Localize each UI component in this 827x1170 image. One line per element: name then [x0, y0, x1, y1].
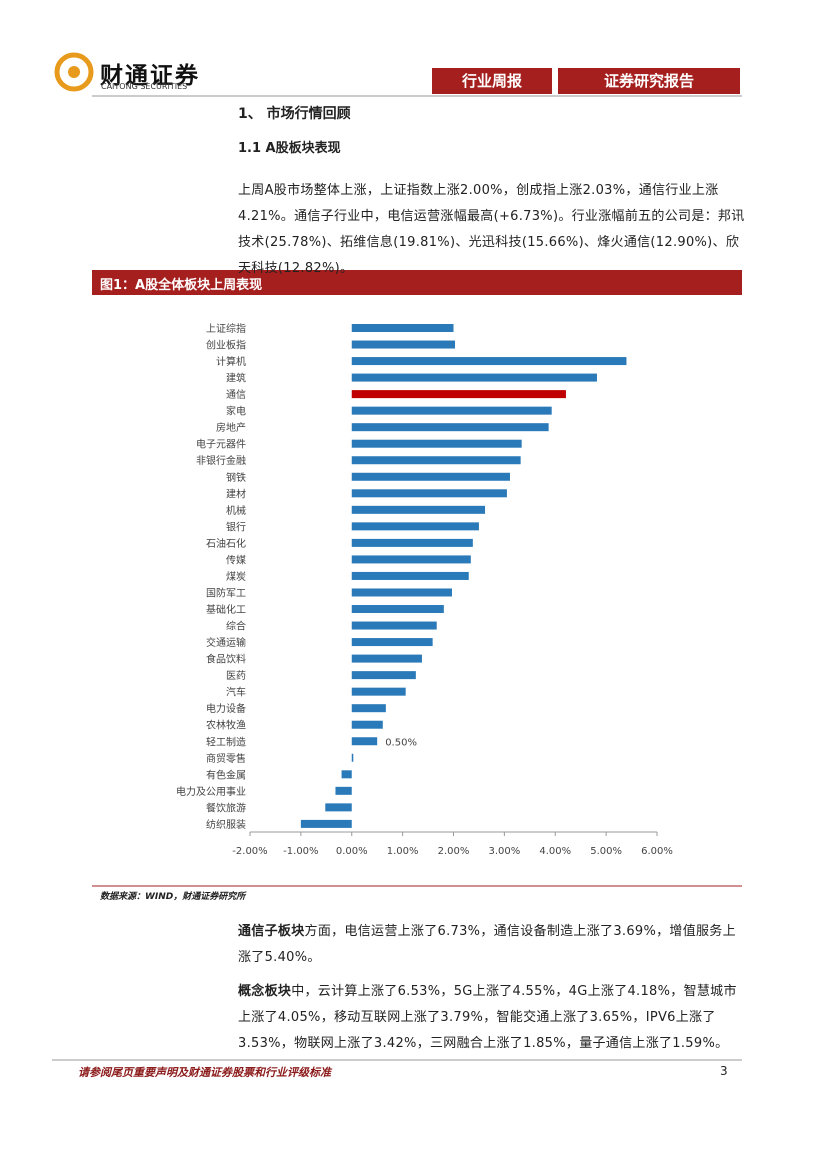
bar — [351, 324, 454, 332]
page-number: 3 — [720, 1064, 728, 1078]
y-tick-label: 有色金属 — [206, 768, 246, 781]
logo-icon-core — [68, 66, 80, 78]
bar — [300, 819, 352, 828]
figure-title: 图1：A股全体板块上周表现 — [100, 278, 263, 293]
bar — [351, 588, 452, 597]
y-tick-label: 银行 — [226, 520, 246, 533]
note: 概念板块中，云计算上涨了6.53%，5G上涨了4.55%，4G上涨了4.18%，… — [238, 979, 746, 1057]
y-tick-label: 医药 — [226, 670, 246, 682]
y-tick-label: 国防军工 — [206, 586, 246, 599]
paragraph: 上周A股市场整体上涨，上证指数上涨2.00%，创成指上涨2.03%，通信行业上涨… — [238, 183, 745, 276]
y-tick-label: 计算机 — [216, 355, 246, 368]
header-tab: 证券研究报告 — [558, 68, 740, 94]
y-tick-label: 房地产 — [216, 421, 246, 434]
bar — [351, 571, 469, 580]
y-tick-label: 综合 — [226, 620, 246, 633]
bar — [335, 786, 352, 795]
note-lead: 概念板块 — [238, 984, 292, 999]
y-tick-label: 建筑 — [226, 372, 246, 385]
logo-text: 财通证券 — [100, 63, 200, 89]
section-subtitle: 1.1 A股板块表现 — [238, 141, 341, 156]
chart: -2.00% -1.00% 0.00% 1.00% 2.00% 3.00% 4.00% 5.0… — [176, 322, 673, 857]
y-tick-label: 机械 — [226, 504, 246, 517]
x-tick-label: -1.00% — [283, 846, 318, 857]
y-tick-label: 电子元器件 — [196, 438, 246, 451]
x-tick-label: 6.00% — [641, 846, 673, 857]
y-tick-label: 钢铁 — [226, 471, 246, 484]
bar — [351, 439, 522, 448]
bar — [351, 720, 383, 729]
y-tick-label: 食品饮料 — [206, 653, 246, 666]
header-tab: 行业周报 — [432, 68, 552, 94]
bar — [351, 357, 627, 366]
note-lead: 通信子板块 — [238, 924, 305, 939]
logo-icon — [54, 52, 94, 92]
y-tick-label: 餐饮旅游 — [206, 801, 246, 814]
bar — [351, 340, 456, 349]
y-tick-label: 上证综指 — [206, 322, 246, 335]
y-tick-label: 创业板指 — [206, 339, 246, 352]
x-tick-label: 4.00% — [539, 846, 571, 857]
bar — [351, 538, 473, 547]
bar — [351, 753, 354, 762]
bar — [351, 687, 406, 696]
bar — [351, 390, 566, 399]
bar — [341, 770, 352, 779]
y-tick-label: 汽车 — [226, 686, 246, 699]
x-tick-label: 2.00% — [438, 846, 470, 857]
bar — [351, 456, 521, 465]
x-tick-label: 0.00% — [336, 846, 368, 857]
section-title: 1、 市场行情回顾 — [238, 106, 351, 122]
bar — [351, 406, 552, 415]
y-tick-label: 传媒 — [226, 554, 246, 566]
figure-title-bar — [92, 270, 742, 295]
note-text: 中，云计算上涨了6.53%，5G上涨了4.55%，4G上涨了4.18%，智慧城市… — [238, 984, 737, 1051]
y-tick-label: 煤炭 — [226, 570, 246, 583]
y-tick-label: 建材 — [226, 487, 246, 500]
y-tick-label: 交通运输 — [206, 636, 246, 649]
footer-disclaimer: 请参阅尾页重要声明及财通证券股票和行业评级标准 — [78, 1066, 331, 1079]
y-tick-label: 石油石化 — [206, 537, 246, 550]
bar — [351, 522, 479, 531]
y-tick-label: 非银行金融 — [196, 454, 246, 467]
bar — [351, 423, 549, 432]
y-tick-label: 商贸零售 — [206, 752, 246, 765]
bar — [351, 489, 507, 498]
y-tick-label: 纺织服装 — [206, 818, 246, 831]
logo-subtext: CAITONG SECURITIES — [101, 82, 188, 91]
x-tick-label: 3.00% — [488, 846, 520, 857]
figure-source: 数据来源：WIND，财通证券研究所 — [100, 892, 246, 902]
bar — [351, 472, 510, 481]
bar — [351, 654, 422, 663]
note: 通信子板块方面，电信运营上涨了6.73%，通信设备制造上涨了3.69%，增值服务… — [238, 919, 746, 971]
bar — [351, 505, 486, 514]
bar — [351, 555, 471, 564]
bar — [351, 605, 444, 614]
x-tick-label: -2.00% — [232, 846, 267, 857]
bar — [325, 803, 352, 812]
note-text: 方面，电信运营上涨了6.73%，通信设备制造上涨了3.69%，增值服务上涨了5.… — [238, 924, 736, 965]
y-tick-label: 电力及公用事业 — [176, 785, 246, 798]
bar — [351, 373, 597, 382]
bar — [351, 638, 433, 647]
value-label: 0.50% — [385, 737, 417, 748]
bar — [351, 671, 416, 680]
y-tick-label: 家电 — [226, 405, 246, 418]
bar — [351, 704, 386, 713]
bar — [351, 621, 437, 630]
y-tick-label: 农林牧渔 — [206, 719, 246, 732]
y-tick-label: 通信 — [226, 389, 246, 401]
x-tick-label: 5.00% — [590, 846, 622, 857]
bar — [351, 737, 378, 746]
x-tick-label: 1.00% — [387, 846, 419, 857]
y-tick-label: 电力设备 — [206, 702, 246, 715]
y-tick-label: 轻工制造 — [206, 735, 246, 748]
y-tick-label: 基础化工 — [206, 603, 246, 616]
